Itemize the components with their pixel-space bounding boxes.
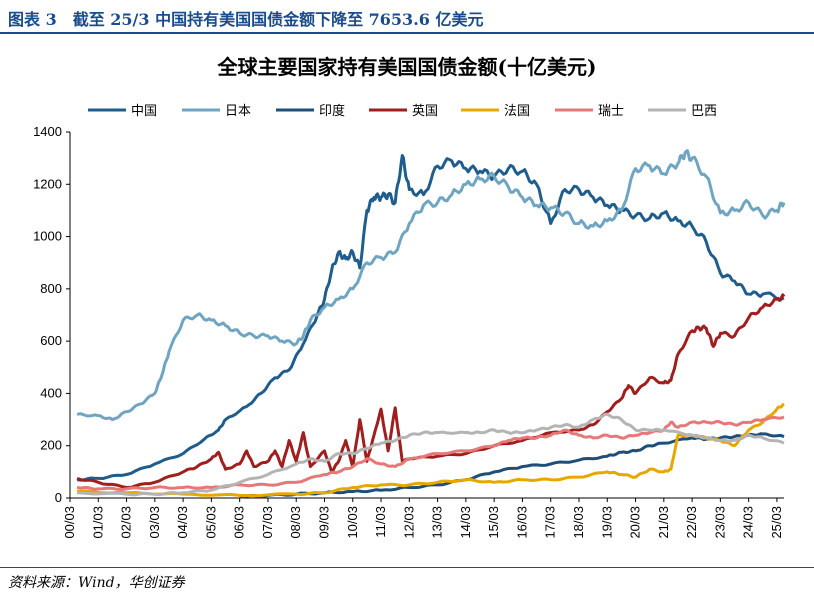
series-line-2 (239, 432, 785, 499)
legend: 中国 日本 印度 英国 法国 瑞士 巴西 (88, 103, 717, 119)
figure-label: 图表 3 截至 25/3 中国持有美国国债金额下降至 7653.6 亿美元 (8, 10, 484, 29)
x-tick-label: 02/03 (119, 506, 134, 539)
x-tick-label: 09/03 (316, 506, 331, 539)
series-line-4 (76, 402, 785, 498)
footer-rule (0, 567, 814, 568)
x-tick-label: 18/03 (571, 506, 586, 539)
series-line-1 (76, 149, 786, 422)
x-tick-label: 21/03 (656, 506, 671, 539)
x-tick-label: 04/03 (175, 506, 190, 539)
x-tick-label: 25/03 (769, 506, 784, 539)
x-tick-label: 06/03 (232, 506, 247, 539)
x-tick-label: 12/03 (401, 506, 416, 539)
x-tick-label: 01/03 (90, 506, 105, 539)
x-tick-label: 20/03 (628, 506, 643, 539)
x-tick-label: 17/03 (543, 506, 558, 539)
legend-label: 巴西 (691, 104, 717, 119)
y-tick-label: 1000 (33, 229, 62, 244)
x-tick-label: 24/03 (741, 506, 756, 539)
figure-header: 图表 3 截至 25/3 中国持有美国国债金额下降至 7653.6 亿美元 (0, 0, 814, 34)
legend-label: 印度 (319, 103, 345, 119)
legend-label: 中国 (131, 104, 157, 119)
y-tick-label: 0 (55, 490, 62, 505)
series-line-5 (76, 415, 785, 492)
x-tick-label: 05/03 (203, 506, 218, 539)
x-tick-label: 11/03 (373, 506, 388, 538)
x-tick-label: 07/03 (260, 506, 275, 539)
legend-label: 英国 (412, 104, 438, 119)
x-tick-label: 13/03 (430, 506, 445, 539)
y-tick-label: 800 (40, 281, 62, 296)
y-tick-label: 400 (40, 385, 62, 400)
x-tick-label: 14/03 (458, 506, 473, 539)
x-tick-label: 19/03 (599, 506, 614, 539)
chart-title: 全球主要国家持有美国国债金额(十亿美元) (217, 55, 597, 79)
x-tick-label: 08/03 (288, 506, 303, 539)
source-note: 资料来源：Wind，华创证券 (8, 575, 185, 591)
y-tick-label: 1400 (33, 124, 62, 139)
line-chart: 全球主要国家持有美国国债金额(十亿美元) 中国 日本 印度 英国 法国 瑞士 巴西 0 200… (33, 55, 786, 539)
series-line-0 (76, 154, 785, 482)
series-layer (76, 149, 786, 499)
x-tick-label: 15/03 (486, 506, 501, 539)
x-tick-label: 03/03 (147, 506, 162, 539)
x-tick-label: 00/03 (62, 506, 77, 539)
x-tick-label: 22/03 (684, 506, 699, 539)
axes: 0 200 400 600 800 1000 1200 1400 00/03 01/03 02/03… (33, 124, 784, 539)
y-tick-label: 1200 (33, 176, 62, 191)
legend-label: 日本 (225, 104, 251, 119)
y-tick-label: 600 (40, 333, 62, 348)
x-tick-label: 23/03 (712, 506, 727, 539)
series-line-3 (76, 293, 786, 489)
x-tick-label: 16/03 (514, 506, 529, 539)
legend-label: 法国 (504, 104, 530, 119)
x-tick-label: 10/03 (345, 506, 360, 539)
header-rule (0, 32, 814, 34)
series-line-6 (77, 412, 785, 497)
y-tick-label: 200 (40, 438, 62, 453)
legend-label: 瑞士 (598, 104, 624, 119)
